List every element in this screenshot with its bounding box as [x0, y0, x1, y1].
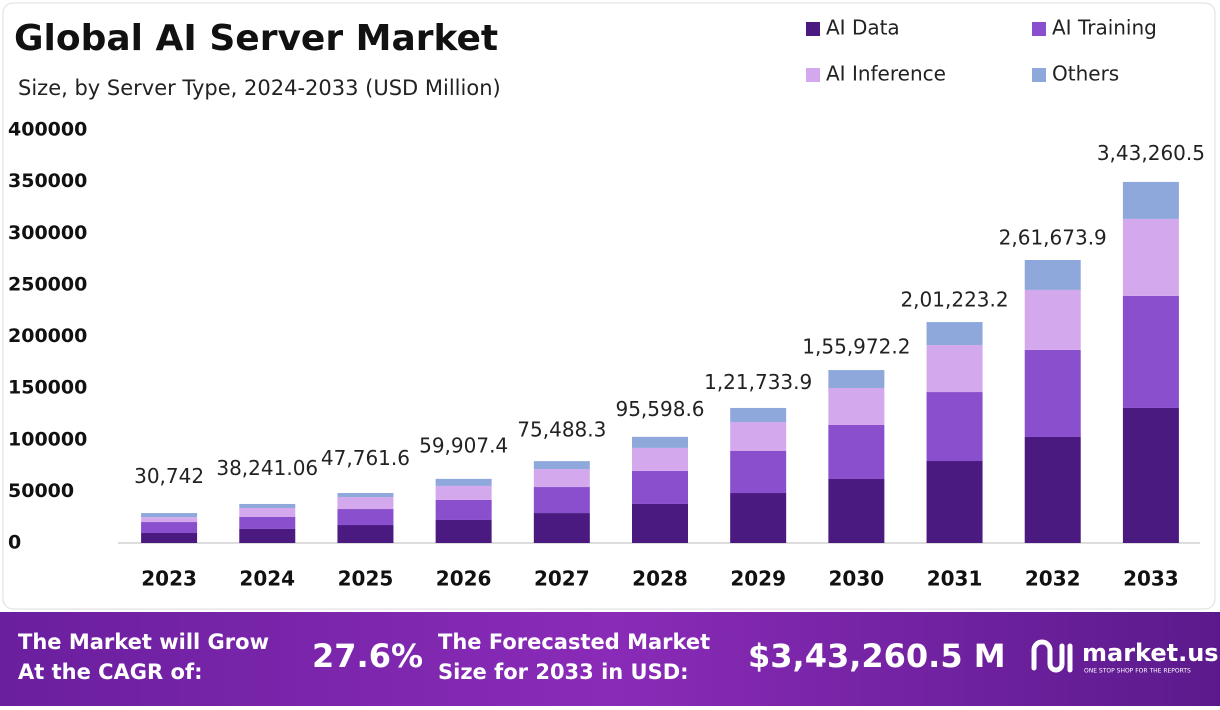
y-tick-label: 250000 [8, 273, 87, 295]
x-tick-label: 2025 [338, 567, 394, 591]
bar-segment [1024, 436, 1081, 543]
y-tick-label: 0 [8, 532, 21, 554]
bar-segment [435, 478, 492, 486]
total-label: 95,598.6 [615, 397, 704, 421]
legend-swatch [1032, 22, 1046, 36]
bar-segment [239, 507, 296, 517]
bar-segment [632, 436, 688, 448]
logo-tagline: ONE STOP SHOP FOR THE REPORTS [1084, 668, 1191, 675]
y-tick-label: 200000 [8, 325, 87, 347]
bar-segment [926, 392, 983, 462]
y-tick-label: 300000 [8, 222, 87, 244]
x-tick-label: 2024 [239, 567, 295, 591]
bar-segment [828, 478, 885, 543]
bar-segment [632, 470, 688, 504]
bar-segment [141, 513, 198, 518]
y-tick-label: 50000 [8, 480, 74, 502]
legend-swatch [806, 68, 820, 82]
bar-segment [926, 345, 983, 393]
x-tick-label: 2027 [534, 567, 590, 591]
bar-segment [435, 519, 492, 543]
total-label: 59,907.4 [419, 434, 508, 458]
x-tick-label: 2031 [927, 567, 983, 591]
bar-segment [926, 322, 983, 346]
x-tick-label: 2026 [436, 567, 492, 591]
bar-segment [1122, 181, 1179, 219]
bar-segment [239, 528, 296, 543]
bar-segment [1122, 295, 1179, 408]
total-label: 2,61,673.9 [999, 225, 1107, 249]
footer-value: 27.6% [312, 637, 423, 675]
bar-segment [1122, 218, 1179, 296]
bar-segment [337, 509, 394, 526]
bar-segment [239, 516, 296, 529]
bar-segment [926, 461, 983, 543]
legend-swatch [806, 22, 820, 36]
x-tick-label: 2029 [730, 567, 786, 591]
chart-frame [2, 2, 1216, 610]
bar-segment [239, 503, 296, 508]
legend-label: Others [1052, 62, 1119, 86]
footer-value: $3,43,260.5 M [748, 637, 1006, 675]
x-tick-label: 2030 [829, 567, 885, 591]
bar-segment [337, 525, 394, 543]
footer-text: The Forecasted Market [438, 630, 710, 654]
bar-segment [141, 532, 198, 543]
footer-text: The Market will Grow [18, 630, 269, 654]
total-label: 38,241.06 [216, 456, 318, 480]
bar-segment [632, 503, 688, 543]
bar-segment [632, 447, 688, 471]
x-tick-label: 2028 [632, 567, 688, 591]
bar-segment [533, 513, 590, 543]
bar-segment [141, 522, 198, 533]
bar-segment [1024, 259, 1081, 290]
bar-segment [533, 469, 590, 488]
bar-segment [533, 461, 590, 470]
bar-segment [1024, 289, 1081, 350]
logo-icon [1031, 639, 1073, 673]
bar-segment [435, 485, 492, 500]
total-label: 2,01,223.2 [900, 288, 1008, 312]
x-tick-label: 2033 [1123, 567, 1179, 591]
y-tick-label: 150000 [8, 377, 87, 399]
logo: market.us [1082, 639, 1219, 667]
footer-text: Size for 2033 in USD: [438, 660, 689, 684]
y-tick-label: 400000 [8, 119, 87, 141]
bar-segment [730, 451, 787, 494]
legend-label: AI Data [826, 16, 900, 40]
y-tick-label: 100000 [8, 428, 87, 450]
bar-segment [730, 421, 787, 452]
footer-text: At the CAGR of: [18, 660, 203, 684]
footer: The Market will Grow At the CAGR of: 27.… [0, 612, 1220, 706]
legend-swatch [1032, 68, 1046, 82]
bar-segment [828, 388, 885, 425]
total-label: 1,21,733.9 [704, 370, 812, 394]
total-label: 1,55,972.2 [802, 334, 910, 358]
bar-segment [730, 407, 787, 422]
legend-label: AI Training [1052, 16, 1157, 40]
total-label: 30,742 [134, 464, 204, 488]
bar-segment [337, 497, 394, 510]
y-tick-label: 350000 [8, 170, 87, 192]
x-tick-label: 2023 [141, 567, 197, 591]
total-label: 75,488.3 [517, 418, 606, 442]
chart-title: Global AI Server Market [14, 18, 498, 59]
legend-label: AI Inference [826, 62, 946, 86]
bar-segment [828, 370, 885, 389]
x-tick-label: 2032 [1025, 567, 1081, 591]
total-label: 47,761.6 [321, 446, 410, 470]
bar-segment [141, 517, 198, 523]
bar-segment [828, 424, 885, 479]
bar-segment [1122, 407, 1179, 543]
total-label: 3,43,260.5 [1097, 141, 1205, 165]
bar-segment [730, 493, 787, 543]
bar-segment [337, 493, 394, 498]
bar-segment [1024, 349, 1081, 437]
bar-segment [533, 487, 590, 514]
bar-segment [435, 499, 492, 520]
chart-subtitle: Size, by Server Type, 2024-2033 (USD Mil… [18, 76, 501, 100]
footer-band [0, 612, 1220, 706]
